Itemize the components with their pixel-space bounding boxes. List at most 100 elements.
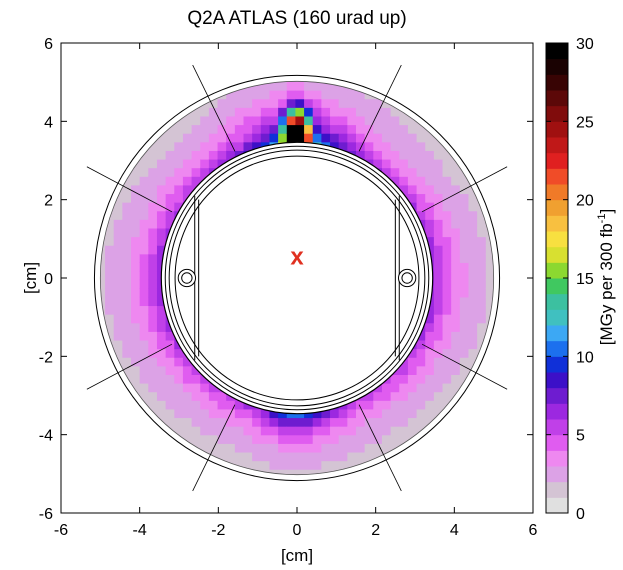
dose-cell [286, 417, 297, 427]
dose-cell [416, 417, 426, 427]
dose-cell [156, 133, 167, 143]
dose-cell [451, 374, 461, 384]
dose-cell [381, 115, 392, 126]
dose-cell [243, 124, 253, 134]
dose-cell [113, 202, 123, 212]
dose-cell [260, 469, 271, 475]
dose-cell [356, 107, 366, 117]
dose-cell [364, 98, 374, 108]
dose-cell [200, 115, 210, 126]
dose-cell [131, 176, 141, 186]
dose-cell [373, 408, 383, 419]
dose-cell [459, 219, 470, 229]
x-tick-label: 6 [529, 522, 538, 539]
dose-cell [131, 279, 141, 289]
dose-cell [459, 357, 470, 367]
dose-cell [468, 365, 478, 375]
cooling-hole-inner [181, 272, 193, 284]
dose-cell [451, 176, 461, 186]
colorbar-tick-label: 30 [576, 36, 594, 53]
dose-cell [356, 443, 366, 453]
dose-cell [139, 193, 149, 203]
dose-cell [252, 107, 262, 117]
dose-cell [200, 107, 210, 117]
colorbar-tick-label: 0 [576, 506, 585, 523]
dose-cell [321, 81, 331, 91]
dose-cell [113, 305, 123, 315]
dose-cell [156, 331, 167, 341]
dose-cell [477, 219, 487, 229]
dose-cell [425, 176, 435, 186]
dose-cell [191, 374, 201, 384]
dose-cell [165, 365, 175, 375]
dose-cell [373, 443, 383, 453]
dose-cell [330, 417, 340, 427]
dose-cell [425, 417, 435, 427]
dose-cell [468, 288, 478, 298]
dose-cell [252, 115, 262, 126]
dose-cell [252, 98, 262, 108]
dose-cell [356, 434, 366, 444]
dose-cell [260, 460, 271, 470]
dose-cell [451, 193, 461, 203]
support-line [192, 404, 236, 492]
dose-cell [321, 469, 331, 475]
dose-cell [208, 382, 219, 393]
dose-cell [156, 322, 167, 332]
dose-cell [442, 339, 452, 350]
dose-cell [234, 426, 245, 436]
dose-cell [165, 167, 175, 177]
dose-cell [381, 443, 392, 453]
dose-cell [312, 124, 322, 134]
dose-cell [200, 98, 210, 108]
dose-cell [407, 382, 418, 393]
dose-cell [442, 314, 452, 324]
dose-cell [165, 348, 175, 358]
dose-cell [174, 374, 184, 384]
colorbar-segment [546, 466, 568, 483]
dose-cell [148, 141, 158, 151]
y-tick-label: -6 [39, 506, 53, 523]
dose-cell [200, 141, 210, 151]
dose-cell [477, 314, 487, 324]
dose-cell [252, 460, 262, 470]
dose-cell [217, 107, 227, 117]
dose-cell [433, 357, 444, 367]
dose-cell [477, 270, 487, 281]
dose-cell [373, 400, 383, 410]
dose-cell [468, 279, 478, 289]
dose-cell [425, 150, 435, 160]
dose-cell [174, 391, 184, 401]
dose-cell [174, 167, 184, 177]
dose-cell [200, 434, 210, 444]
dose-cell [148, 357, 158, 367]
x-tick-label: -6 [54, 522, 68, 539]
dose-cell [243, 107, 253, 117]
chart-title: Q2A ATLAS (160 urad up) [187, 8, 406, 29]
support-line [358, 64, 402, 152]
dose-cell [330, 90, 340, 100]
dose-cell [442, 227, 452, 238]
dose-cell [243, 417, 253, 427]
dose-cell [330, 124, 340, 134]
dose-cell [425, 133, 435, 143]
x-tick-label: -2 [211, 522, 225, 539]
dose-cell [191, 417, 201, 427]
colorbar-tick-label: 5 [576, 428, 585, 445]
dose-cell [304, 81, 314, 91]
dose-cell [148, 339, 158, 350]
dose-cell [148, 270, 158, 281]
dose-cell [286, 460, 297, 470]
dose-cell [459, 270, 470, 281]
dose-cell [148, 253, 158, 263]
dose-cell [191, 391, 201, 401]
dose-cell [347, 408, 357, 419]
dose-cell [433, 219, 444, 229]
dose-cell [139, 314, 149, 324]
dose-cell [390, 374, 400, 384]
dose-cell [200, 167, 210, 177]
dose-cell [105, 270, 115, 281]
dose-cell [295, 81, 305, 83]
dose-cell [330, 426, 340, 436]
dose-cell [390, 158, 400, 169]
